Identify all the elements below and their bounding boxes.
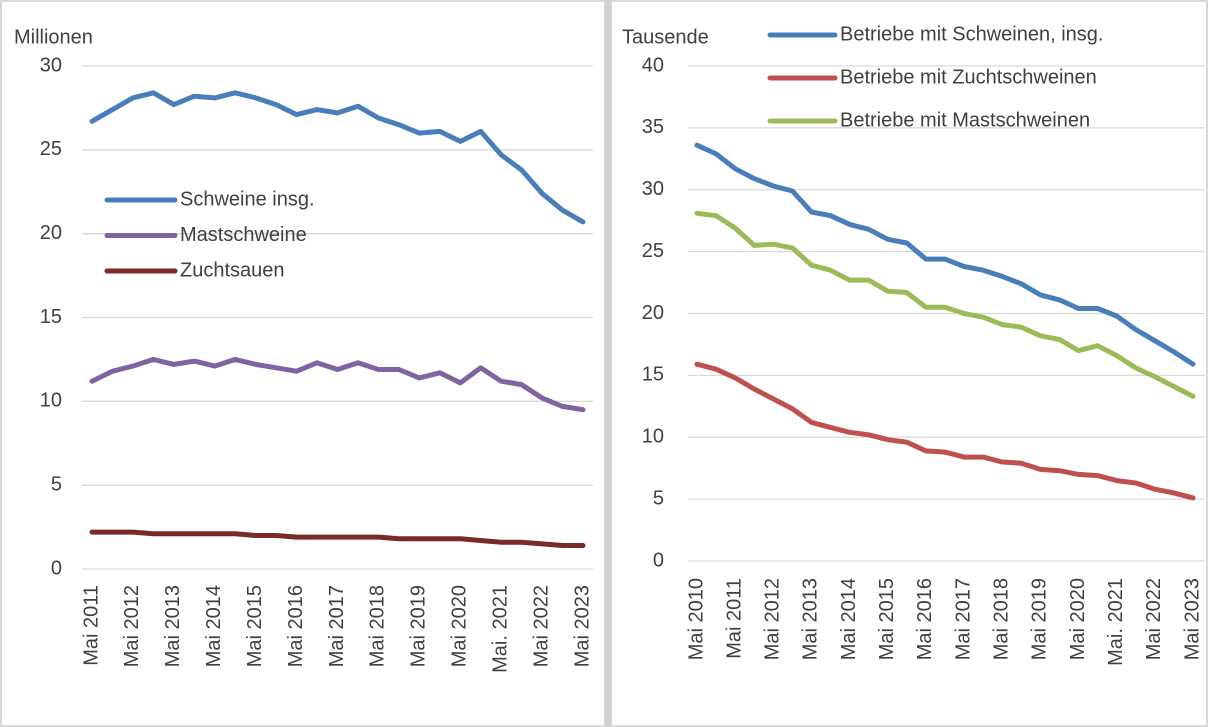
x-tick-label: Mai 2014 <box>838 578 860 660</box>
x-tick-label: Mai 2012 <box>121 585 143 667</box>
legend-label: Zuchtsauen <box>180 259 285 281</box>
x-tick-label: Mai 2011 <box>723 578 745 659</box>
x-tick-label: Mai 2011 <box>80 585 102 666</box>
x-tick-label: Mai 2016 <box>285 585 307 667</box>
y-tick-label: 25 <box>40 138 62 160</box>
x-tick-label: Mai 2020 <box>1067 578 1089 660</box>
x-tick-label: Mai 2017 <box>326 585 348 667</box>
y-axis-label: Millionen <box>14 26 93 48</box>
y-tick-label: 15 <box>642 364 664 386</box>
y-tick-label: 0 <box>653 549 664 571</box>
x-tick-label: Mai 2012 <box>762 578 784 660</box>
y-tick-label: 25 <box>642 240 664 262</box>
y-tick-label: 5 <box>51 473 62 495</box>
x-tick-label: Mai. 2021 <box>489 585 511 673</box>
x-tick-label: Mai 2023 <box>571 585 593 667</box>
x-tick-label: Mai 2016 <box>914 578 936 660</box>
series-line <box>89 529 586 548</box>
y-tick-label: 10 <box>40 390 62 412</box>
x-tick-label: Mai 2013 <box>162 585 184 667</box>
series-line <box>89 356 586 413</box>
series-line <box>694 361 1196 501</box>
y-tick-label: 35 <box>642 116 664 138</box>
series-line <box>89 90 586 225</box>
x-tick-label: Mai 2015 <box>244 585 266 667</box>
legend-label: Schweine insg. <box>180 188 315 210</box>
x-tick-label: Mai 2019 <box>408 585 430 667</box>
y-tick-label: 10 <box>642 426 664 448</box>
y-axis-label: Tausende <box>622 26 709 48</box>
x-tick-label: Mai. 2021 <box>1105 578 1127 666</box>
y-tick-label: 5 <box>653 487 664 509</box>
y-tick-label: 40 <box>642 54 664 76</box>
legend-label: Betriebe mit Mastschweinen <box>840 109 1090 131</box>
x-tick-label: Mai 2022 <box>530 585 552 667</box>
x-tick-label: Mai 2023 <box>1181 578 1203 660</box>
legend-label: Betriebe mit Zuchtschweinen <box>840 66 1097 88</box>
legend-label: Mastschweine <box>180 224 307 246</box>
x-tick-label: Mai 2020 <box>449 585 471 667</box>
x-tick-label: Mai 2018 <box>991 578 1013 660</box>
y-tick-label: 0 <box>51 557 62 579</box>
x-tick-label: Mai 2022 <box>1143 578 1165 660</box>
x-tick-label: Mai 2013 <box>800 578 822 660</box>
y-tick-label: 30 <box>40 54 62 76</box>
y-tick-label: 20 <box>40 222 62 244</box>
divider <box>605 0 611 727</box>
series-line <box>694 142 1196 367</box>
series-line <box>694 210 1196 399</box>
x-tick-label: Mai 2010 <box>685 578 707 660</box>
x-tick-label: Mai 2014 <box>203 585 225 667</box>
legend-label: Betriebe mit Schweinen, insg. <box>840 23 1103 45</box>
x-tick-label: Mai 2019 <box>1029 578 1051 660</box>
x-tick-label: Mai 2018 <box>367 585 389 667</box>
x-tick-label: Mai 2015 <box>876 578 898 660</box>
x-tick-label: Mai 2017 <box>952 578 974 660</box>
y-tick-label: 20 <box>642 302 664 324</box>
y-tick-label: 15 <box>40 306 62 328</box>
y-tick-label: 30 <box>642 178 664 200</box>
